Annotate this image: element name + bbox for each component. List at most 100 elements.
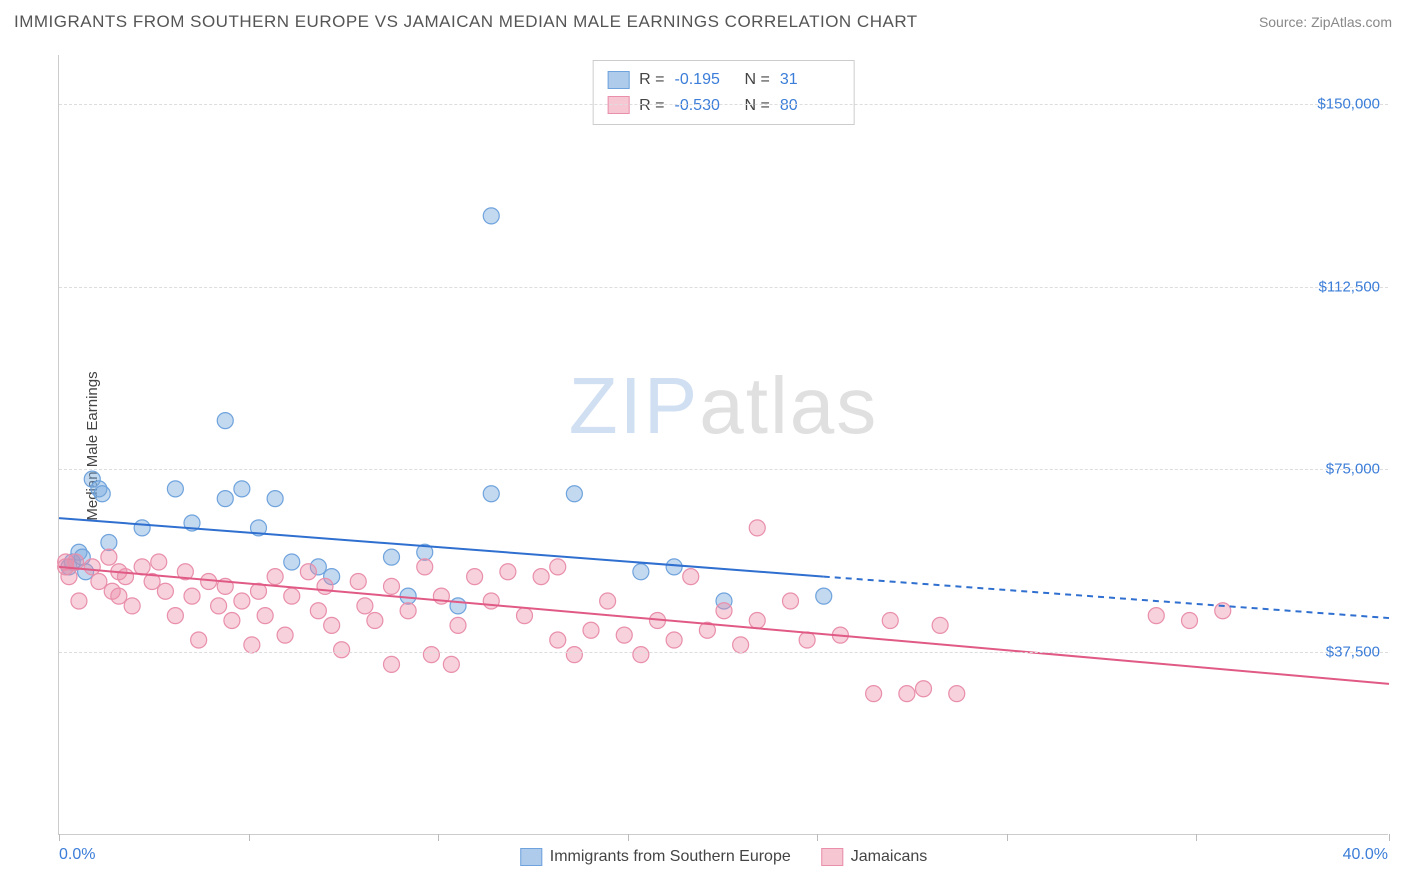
data-point bbox=[417, 559, 433, 575]
stats-row-1: R = -0.195 N = 31 bbox=[607, 67, 840, 93]
data-point bbox=[899, 686, 915, 702]
n-label: N = bbox=[745, 67, 770, 93]
r-value: -0.195 bbox=[675, 67, 735, 93]
data-point bbox=[749, 613, 765, 629]
n-value: 31 bbox=[780, 67, 840, 93]
data-point bbox=[167, 481, 183, 497]
data-point bbox=[550, 632, 566, 648]
data-point bbox=[483, 486, 499, 502]
gridline bbox=[59, 287, 1388, 288]
data-point bbox=[483, 593, 499, 609]
legend-item-1: Immigrants from Southern Europe bbox=[520, 848, 791, 866]
data-point bbox=[1148, 608, 1164, 624]
data-point bbox=[91, 574, 107, 590]
data-point bbox=[866, 686, 882, 702]
data-point bbox=[101, 549, 117, 565]
data-point bbox=[134, 520, 150, 536]
data-point bbox=[816, 588, 832, 604]
x-tick bbox=[438, 834, 439, 841]
x-tick bbox=[59, 834, 60, 841]
data-point bbox=[384, 549, 400, 565]
n-label: N = bbox=[745, 93, 770, 119]
data-point bbox=[666, 632, 682, 648]
chart-title: IMMIGRANTS FROM SOUTHERN EUROPE VS JAMAI… bbox=[14, 12, 918, 32]
data-point bbox=[450, 617, 466, 633]
data-point bbox=[244, 637, 260, 653]
data-point bbox=[217, 491, 233, 507]
data-point bbox=[550, 559, 566, 575]
chart-plot-area: ZIPatlas R = -0.195 N = 31 R = -0.530 N … bbox=[58, 55, 1388, 835]
n-value: 80 bbox=[780, 93, 840, 119]
data-point bbox=[284, 588, 300, 604]
x-tick bbox=[1007, 834, 1008, 841]
stats-row-2: R = -0.530 N = 80 bbox=[607, 93, 840, 119]
scatter-plot-svg bbox=[59, 55, 1388, 834]
x-min-label: 0.0% bbox=[59, 846, 95, 864]
data-point bbox=[633, 564, 649, 580]
data-point bbox=[783, 593, 799, 609]
data-point bbox=[157, 583, 173, 599]
x-tick bbox=[249, 834, 250, 841]
legend-label: Immigrants from Southern Europe bbox=[550, 848, 791, 866]
data-point bbox=[799, 632, 815, 648]
data-point bbox=[566, 486, 582, 502]
data-point bbox=[211, 598, 227, 614]
data-point bbox=[423, 647, 439, 663]
gridline bbox=[59, 652, 1388, 653]
data-point bbox=[533, 569, 549, 585]
data-point bbox=[450, 598, 466, 614]
data-point bbox=[217, 413, 233, 429]
data-point bbox=[882, 613, 898, 629]
y-tick-label: $37,500 bbox=[1326, 644, 1380, 661]
data-point bbox=[234, 481, 250, 497]
data-point bbox=[94, 486, 110, 502]
swatch-pink bbox=[607, 96, 629, 114]
data-point bbox=[733, 637, 749, 653]
data-point bbox=[357, 598, 373, 614]
data-point bbox=[949, 686, 965, 702]
swatch-pink bbox=[821, 848, 843, 866]
data-point bbox=[167, 608, 183, 624]
x-tick bbox=[628, 834, 629, 841]
data-point bbox=[184, 588, 200, 604]
data-point bbox=[483, 208, 499, 224]
data-point bbox=[317, 578, 333, 594]
trend-line-extrapolated bbox=[824, 577, 1389, 618]
r-label: R = bbox=[639, 67, 664, 93]
x-tick bbox=[1196, 834, 1197, 841]
data-point bbox=[300, 564, 316, 580]
legend-item-2: Jamaicans bbox=[821, 848, 927, 866]
data-point bbox=[124, 598, 140, 614]
data-point bbox=[384, 656, 400, 672]
data-point bbox=[384, 578, 400, 594]
data-point bbox=[1182, 613, 1198, 629]
data-point bbox=[367, 613, 383, 629]
data-point bbox=[257, 608, 273, 624]
data-point bbox=[350, 574, 366, 590]
data-point bbox=[932, 617, 948, 633]
gridline bbox=[59, 104, 1388, 105]
data-point bbox=[600, 593, 616, 609]
stats-legend: R = -0.195 N = 31 R = -0.530 N = 80 bbox=[592, 60, 855, 125]
r-label: R = bbox=[639, 93, 664, 119]
trend-line bbox=[59, 518, 824, 577]
data-point bbox=[151, 554, 167, 570]
y-tick-label: $75,000 bbox=[1326, 461, 1380, 478]
data-point bbox=[400, 603, 416, 619]
data-point bbox=[324, 617, 340, 633]
r-value: -0.530 bbox=[675, 93, 735, 119]
legend-label: Jamaicans bbox=[851, 848, 927, 866]
swatch-blue bbox=[607, 71, 629, 89]
y-tick-label: $150,000 bbox=[1317, 95, 1380, 112]
data-point bbox=[61, 569, 77, 585]
y-tick-label: $112,500 bbox=[1319, 278, 1380, 295]
x-tick bbox=[1389, 834, 1390, 841]
data-point bbox=[467, 569, 483, 585]
data-point bbox=[101, 535, 117, 551]
swatch-blue bbox=[520, 848, 542, 866]
data-point bbox=[111, 588, 127, 604]
data-point bbox=[633, 647, 649, 663]
data-point bbox=[500, 564, 516, 580]
data-point bbox=[118, 569, 134, 585]
data-point bbox=[916, 681, 932, 697]
